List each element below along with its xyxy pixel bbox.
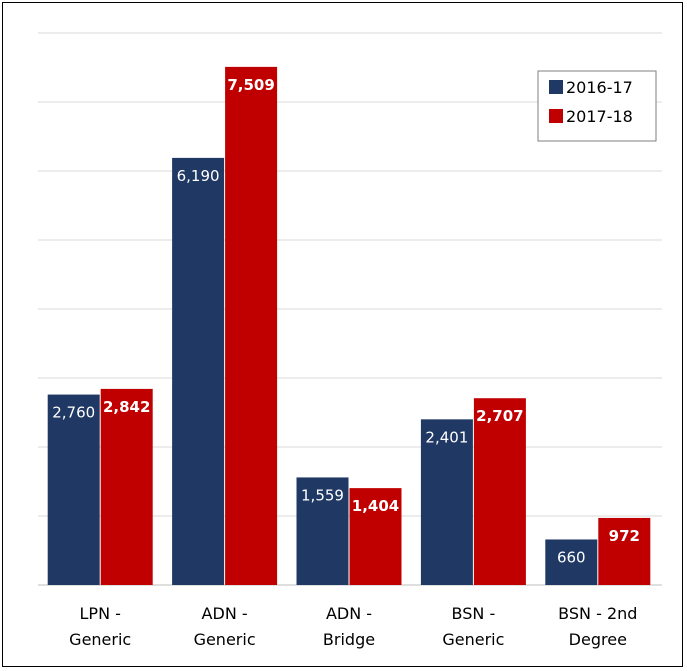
category-label-4-0: BSN - 2nd xyxy=(558,604,637,623)
bar-2016-17-1 xyxy=(172,157,225,585)
data-labels: 2,760 2,842 6,190 7,509 1,559 1,404 2,401 2,707… xyxy=(52,76,640,567)
legend-swatch-2016-17 xyxy=(549,80,563,94)
legend-label-2016-17: 2016-17 xyxy=(566,78,633,97)
data-label-2016-17-3: 2,401 xyxy=(425,428,468,446)
category-label-1-0: ADN - xyxy=(202,604,248,623)
legend-swatch-2017-18 xyxy=(549,109,563,123)
bar-2017-18-0 xyxy=(100,388,153,585)
data-label-2016-17-2: 1,559 xyxy=(301,486,344,504)
bar-2017-18-2 xyxy=(349,488,402,585)
category-label-1-1: Generic xyxy=(194,630,256,649)
bar-2017-18-1 xyxy=(225,66,278,585)
bars xyxy=(47,66,651,585)
bar-2016-17-2 xyxy=(296,477,349,585)
data-label-2016-17-1: 6,190 xyxy=(177,167,220,185)
data-label-2017-18-3: 2,707 xyxy=(476,407,523,425)
category-label-0-0: LPN - xyxy=(80,604,121,623)
category-label-3-1: Generic xyxy=(442,630,504,649)
category-label-0-1: Generic xyxy=(69,630,131,649)
category-label-2-1: Bridge xyxy=(323,630,375,649)
data-label-2017-18-1: 7,509 xyxy=(227,76,274,94)
bar-2016-17-0 xyxy=(47,394,100,585)
data-label-2016-17-4: 660 xyxy=(557,548,586,566)
category-label-2-0: ADN - xyxy=(326,604,372,623)
data-label-2017-18-4: 972 xyxy=(609,527,640,545)
category-label-3-0: BSN - xyxy=(452,604,496,623)
legend-label-2017-18: 2017-18 xyxy=(566,107,633,126)
data-label-2017-18-2: 1,404 xyxy=(352,497,399,515)
category-labels: LPN - Generic ADN - Generic ADN - Bridge BSN -… xyxy=(69,604,637,649)
bar-2016-17-3 xyxy=(420,419,473,585)
bar-2017-18-4 xyxy=(598,517,651,585)
data-label-2016-17-0: 2,760 xyxy=(52,404,95,422)
legend: 2016-17 2017-18 xyxy=(537,70,657,142)
bar-2017-18-3 xyxy=(473,398,526,585)
data-label-2017-18-0: 2,842 xyxy=(103,398,150,416)
bar-2016-17-4 xyxy=(545,539,598,585)
category-label-4-1: Degree xyxy=(569,630,627,649)
